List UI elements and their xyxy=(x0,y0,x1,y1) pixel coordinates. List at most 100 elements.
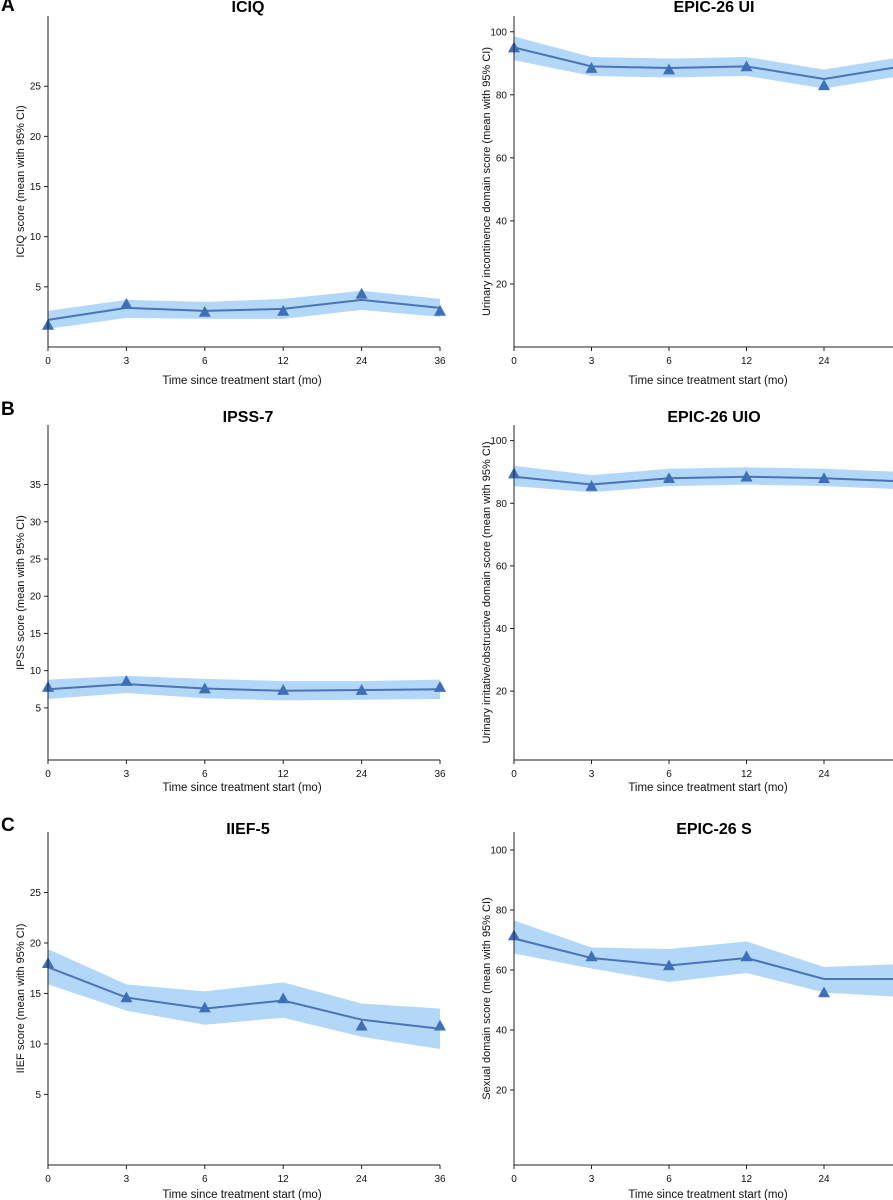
y-tick-label: 35 xyxy=(30,480,42,491)
data-point-24 xyxy=(355,287,368,299)
x-axis-label: Time since treatment start (mo) xyxy=(162,375,322,387)
data-point-6 xyxy=(663,63,675,75)
x-tick-label: 12 xyxy=(741,1174,753,1185)
x-tick-label: 12 xyxy=(278,356,290,367)
chart-title: ICIQ xyxy=(232,0,265,16)
y-tick-label: 25 xyxy=(30,82,42,93)
y-tick-label: 100 xyxy=(490,436,507,447)
data-point-6 xyxy=(663,959,675,971)
x-tick-label: 0 xyxy=(511,1174,517,1185)
y-tick-label: 40 xyxy=(496,1026,508,1037)
data-point-3 xyxy=(585,950,598,962)
x-tick-label: 0 xyxy=(45,1174,51,1185)
y-tick-label: 20 xyxy=(30,939,42,950)
y-tick-label: 25 xyxy=(30,555,42,566)
x-tick-label: 3 xyxy=(124,769,130,780)
x-tick-label: 6 xyxy=(666,356,672,367)
x-tick-label: 12 xyxy=(278,769,290,780)
y-axis-label: Urinary irritative/obstructive domain sc… xyxy=(481,442,493,744)
y-axis-label: Urinary incontinence domain score (mean … xyxy=(481,47,493,316)
x-tick-label: 24 xyxy=(356,769,368,780)
data-point-3 xyxy=(585,480,598,491)
data-point-3 xyxy=(120,297,133,309)
x-tick-label: 0 xyxy=(511,769,517,780)
y-tick-label: 40 xyxy=(496,624,508,635)
x-tick-label: 24 xyxy=(356,1174,368,1185)
y-tick-label: 15 xyxy=(30,989,42,1000)
y-axis-label: IPSS score (mean with 95% CI) xyxy=(15,515,27,670)
y-tick-label: 5 xyxy=(35,703,41,714)
y-tick-label: 60 xyxy=(496,966,508,977)
data-point-36 xyxy=(434,681,446,692)
x-tick-label: 6 xyxy=(666,1174,672,1185)
x-axis-label: Time since treatment start (mo) xyxy=(628,782,788,794)
y-tick-label: 80 xyxy=(496,90,508,101)
data-point-24 xyxy=(818,986,830,998)
x-tick-label: 12 xyxy=(278,1174,290,1185)
data-point-6 xyxy=(663,472,675,484)
x-tick-label: 3 xyxy=(589,769,595,780)
chart-4: 20 40 60 80 100 0 3 6 12 24 EPIC-26 UIO Time since … xyxy=(481,409,893,794)
y-tick-label: 20 xyxy=(30,592,42,603)
y-axis-label: IIEF score (mean with 95% CI) xyxy=(15,924,27,1074)
data-point-3 xyxy=(120,991,133,1003)
confidence-band xyxy=(48,675,440,701)
chart-title: EPIC-26 UIO xyxy=(667,409,760,426)
chart-2: 20 40 60 80 100 0 3 6 12 24 EPIC-26 UI Time since t… xyxy=(481,0,893,387)
x-tick-label: 12 xyxy=(741,356,753,367)
x-tick-label: 36 xyxy=(434,356,446,367)
x-tick-label: 0 xyxy=(45,769,51,780)
y-tick-label: 40 xyxy=(496,216,508,227)
data-point-12 xyxy=(740,470,753,482)
data-point-6 xyxy=(198,1001,211,1013)
confidence-band xyxy=(514,465,893,493)
data-point-6 xyxy=(198,305,211,317)
data-point-24 xyxy=(818,79,830,91)
x-tick-label: 24 xyxy=(818,356,830,367)
x-tick-label: 6 xyxy=(666,769,672,780)
y-tick-label: 10 xyxy=(30,232,42,243)
x-tick-label: 3 xyxy=(124,1174,130,1185)
x-tick-label: 36 xyxy=(434,769,446,780)
chart-title: IPSS-7 xyxy=(223,409,274,426)
data-point-12 xyxy=(277,684,290,695)
y-tick-label: 10 xyxy=(30,666,42,677)
mean-line xyxy=(47,966,441,1030)
x-tick-label: 0 xyxy=(511,356,517,367)
data-point-36 xyxy=(434,304,446,316)
y-tick-label: 20 xyxy=(496,687,508,698)
data-point-3 xyxy=(585,62,598,73)
y-tick-label: 15 xyxy=(30,629,42,640)
x-tick-label: 24 xyxy=(356,356,368,367)
data-point-24 xyxy=(818,472,830,484)
x-tick-label: 36 xyxy=(434,1174,446,1185)
mean-line xyxy=(513,46,893,81)
y-tick-label: 20 xyxy=(30,132,42,143)
chart-title: EPIC-26 UI xyxy=(674,0,755,16)
y-tick-label: 60 xyxy=(496,153,508,164)
chart-title: EPIC-26 S xyxy=(676,821,752,838)
y-tick-label: 25 xyxy=(30,888,42,899)
y-tick-label: 80 xyxy=(496,499,508,510)
y-tick-label: 100 xyxy=(490,846,507,857)
mean-line xyxy=(513,937,893,980)
x-tick-label: 3 xyxy=(589,1174,595,1185)
chart-6: 20 40 60 80 100 0 3 6 12 24 EPIC-26 S Time since tr… xyxy=(481,821,893,1200)
x-tick-label: 24 xyxy=(818,769,830,780)
chart-title: IIEF-5 xyxy=(226,821,270,838)
data-point-24 xyxy=(355,1019,368,1031)
data-point-24 xyxy=(355,684,368,695)
x-axis-label: Time since treatment start (mo) xyxy=(628,375,788,387)
y-tick-label: 100 xyxy=(490,27,507,38)
x-tick-label: 6 xyxy=(202,356,208,367)
y-tick-label: 20 xyxy=(496,1086,508,1097)
confidence-band xyxy=(514,920,893,997)
data-point-6 xyxy=(198,682,211,694)
y-tick-label: 15 xyxy=(30,182,42,193)
mean-line xyxy=(47,298,441,321)
y-tick-label: 80 xyxy=(496,906,508,917)
y-axis-label: Sexual domain score (mean with 95% CI) xyxy=(481,897,493,1099)
